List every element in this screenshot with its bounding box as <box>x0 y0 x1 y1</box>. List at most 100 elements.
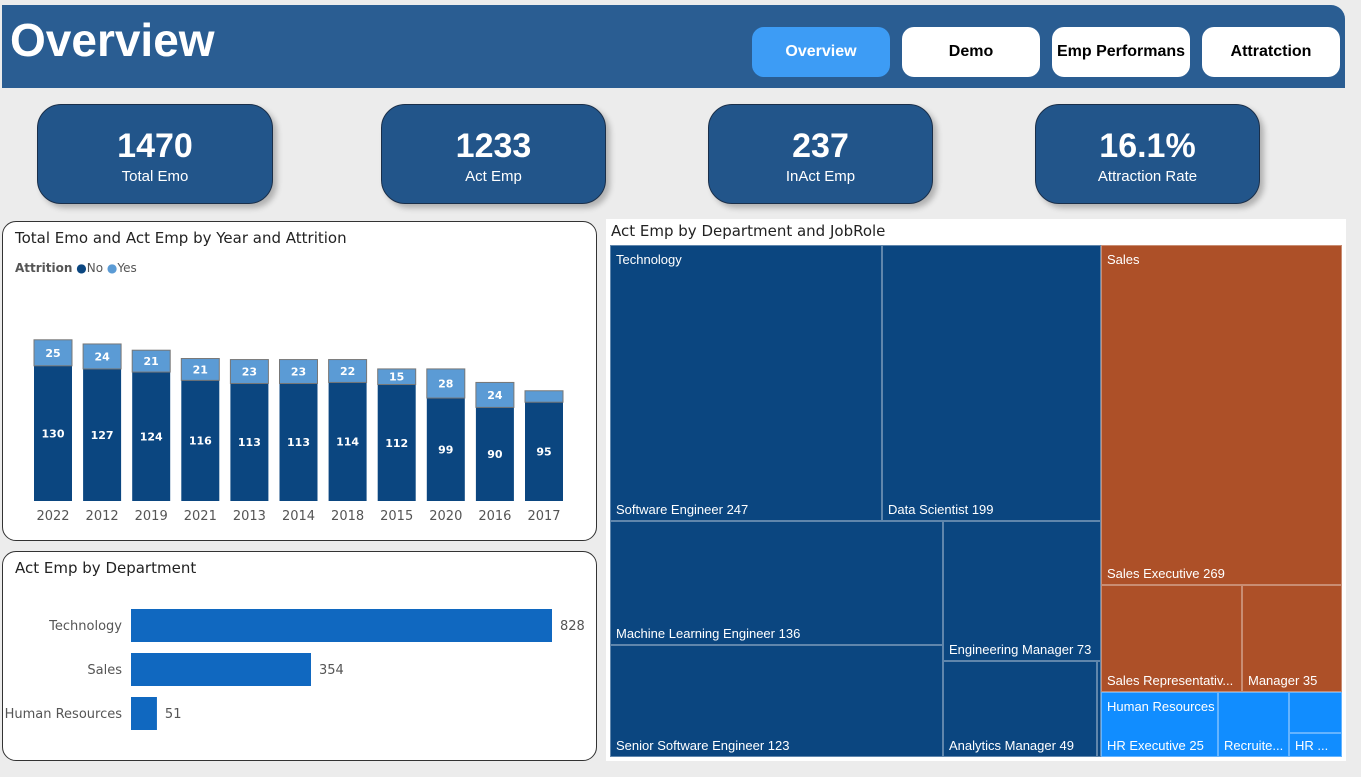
bar-no <box>181 380 220 501</box>
treemap-cell[interactable]: Sales Representativ... <box>1101 585 1242 692</box>
treemap-cell[interactable]: Human Resources HR Executive 25 <box>1101 692 1218 757</box>
kpi-value: 16.1% <box>1099 127 1196 165</box>
x-tick-label: 2015 <box>380 509 413 524</box>
bar-no <box>83 368 122 501</box>
header: Overview Overview Demo Emp Performans At… <box>2 5 1345 88</box>
treemap-cell[interactable] <box>1097 661 1101 757</box>
data-label-no: 127 <box>91 429 114 442</box>
x-tick-label: 2016 <box>478 509 511 524</box>
kpi-total-emp: 1470 Total Emo <box>37 104 273 204</box>
cell-label: Engineering Manager 73 <box>949 642 1092 657</box>
bar-no <box>279 383 318 501</box>
data-label-no: 113 <box>287 436 310 449</box>
bar-yes <box>82 343 122 370</box>
y-tick-label: Human Resources <box>5 707 123 722</box>
chart-title: Act Emp by Department <box>15 559 197 577</box>
data-label-no: 90 <box>487 448 503 461</box>
x-tick-label: 2018 <box>331 509 364 524</box>
data-label-yes: 25 <box>45 347 60 360</box>
x-tick-label: 2012 <box>86 509 119 524</box>
legend-no-icon: ● <box>76 261 87 275</box>
data-label-yes: 23 <box>291 366 306 379</box>
kpi-label: Act Emp <box>465 168 522 185</box>
page-title: Overview <box>10 14 215 66</box>
x-tick-label: 2013 <box>233 509 266 524</box>
bar-yes <box>475 381 515 408</box>
treemap-cell[interactable]: HR ... <box>1289 733 1342 757</box>
bar-no <box>132 372 171 501</box>
y-tick-label: Technology <box>48 619 122 634</box>
x-tick-label: 2021 <box>184 509 217 524</box>
department-chart-card: Act Emp by Department Technology 828 Sales… <box>2 551 597 761</box>
kpi-label: Attraction Rate <box>1097 168 1198 185</box>
data-label: 828 <box>560 619 585 634</box>
legend: Attrition ●No ●Yes <box>15 261 137 275</box>
treemap-cell[interactable]: Recruite... <box>1218 692 1289 757</box>
x-tick-label: 2019 <box>135 509 168 524</box>
nav-overview-button[interactable]: Overview <box>752 27 890 77</box>
year-attrition-chart-card: Total Emo and Act Emp by Year and Attrit… <box>2 221 597 541</box>
legend-yes-icon: ● <box>106 261 118 275</box>
cell-label: HR ... <box>1295 738 1329 753</box>
treemap-cell[interactable]: Engineering Manager 73 <box>943 521 1101 661</box>
horizontal-bar-chart: Technology 828 Sales 354 Human Resources 51 <box>5 609 585 730</box>
bar-yes <box>328 359 368 383</box>
data-label-no: 124 <box>140 431 163 444</box>
stacked-bar-chart: 130 25 2022 127 24 2012 124 21 2019 116 21 2021 113 2… <box>33 339 564 524</box>
treemap: Technology Software Engineer 247 Data Sci… <box>610 245 1342 757</box>
bar <box>131 609 552 642</box>
bar-yes <box>279 359 318 384</box>
data-label-yes: 24 <box>94 350 110 363</box>
data-label-yes: 23 <box>242 366 257 379</box>
bar-yes <box>180 358 220 381</box>
bar-yes <box>426 368 466 399</box>
cell-label: Manager 35 <box>1248 673 1318 688</box>
data-label-no: 99 <box>438 444 453 457</box>
treemap-cell[interactable]: Sales Sales Executive 269 <box>1101 245 1342 585</box>
kpi-value: 1470 <box>117 127 193 165</box>
data-label-no: 95 <box>536 446 551 459</box>
cell-label: HR Executive 25 <box>1107 738 1204 753</box>
treemap-cell[interactable]: Analytics Manager 49 <box>943 661 1097 757</box>
chart-title: Act Emp by Department and JobRole <box>611 222 886 240</box>
bar-no <box>475 407 514 501</box>
treemap-cell[interactable]: Technology Software Engineer 247 <box>610 245 882 521</box>
nav-emp-performance-button[interactable]: Emp Performans <box>1052 27 1190 77</box>
bar <box>131 697 157 730</box>
x-tick-label: 2017 <box>527 509 560 524</box>
data-label-no: 114 <box>336 436 359 449</box>
bar-no <box>34 365 72 501</box>
cell-label: Analytics Manager 49 <box>949 738 1075 753</box>
nav-attrition-button[interactable]: Attratction <box>1202 27 1340 77</box>
nav-demo-button[interactable]: Demo <box>902 27 1040 77</box>
kpi-active-emp: 1233 Act Emp <box>381 104 606 204</box>
cell-label: Recruite... <box>1224 738 1284 753</box>
kpi-inactive-emp: 237 InAct Emp <box>708 104 933 204</box>
data-label-no: 112 <box>385 437 408 450</box>
treemap-cell[interactable]: Manager 35 <box>1242 585 1342 692</box>
treemap-cell[interactable]: Machine Learning Engineer 136 <box>610 521 943 645</box>
treemap-cell[interactable]: Data Scientist 199 <box>882 245 1101 521</box>
group-label: Human Resources <box>1107 699 1215 714</box>
x-tick-label: 2022 <box>36 509 69 524</box>
bar-yes <box>131 349 171 373</box>
cell-label: Software Engineer 247 <box>616 502 749 517</box>
treemap-cell[interactable]: Senior Software Engineer 123 <box>610 645 943 757</box>
cell-label: Data Scientist 199 <box>888 502 994 517</box>
kpi-attrition-rate: 16.1% Attraction Rate <box>1035 104 1260 204</box>
data-label-no: 113 <box>238 436 261 449</box>
legend-title: Attrition <box>15 261 73 275</box>
data-label-yes: 21 <box>193 363 208 376</box>
data-label-yes: 24 <box>487 389 503 402</box>
data-label-yes: 21 <box>144 355 159 368</box>
bar-no <box>230 383 269 501</box>
treemap-cell[interactable] <box>1289 692 1342 733</box>
kpi-label: InAct Emp <box>785 168 856 185</box>
cell-label: Sales Representativ... <box>1107 673 1234 688</box>
cell-label: Machine Learning Engineer 136 <box>616 626 801 641</box>
bar <box>131 653 311 686</box>
data-label: 51 <box>165 707 182 722</box>
bar-yes <box>524 390 564 403</box>
bar-yes <box>33 339 73 367</box>
kpi-value: 237 <box>792 127 849 165</box>
